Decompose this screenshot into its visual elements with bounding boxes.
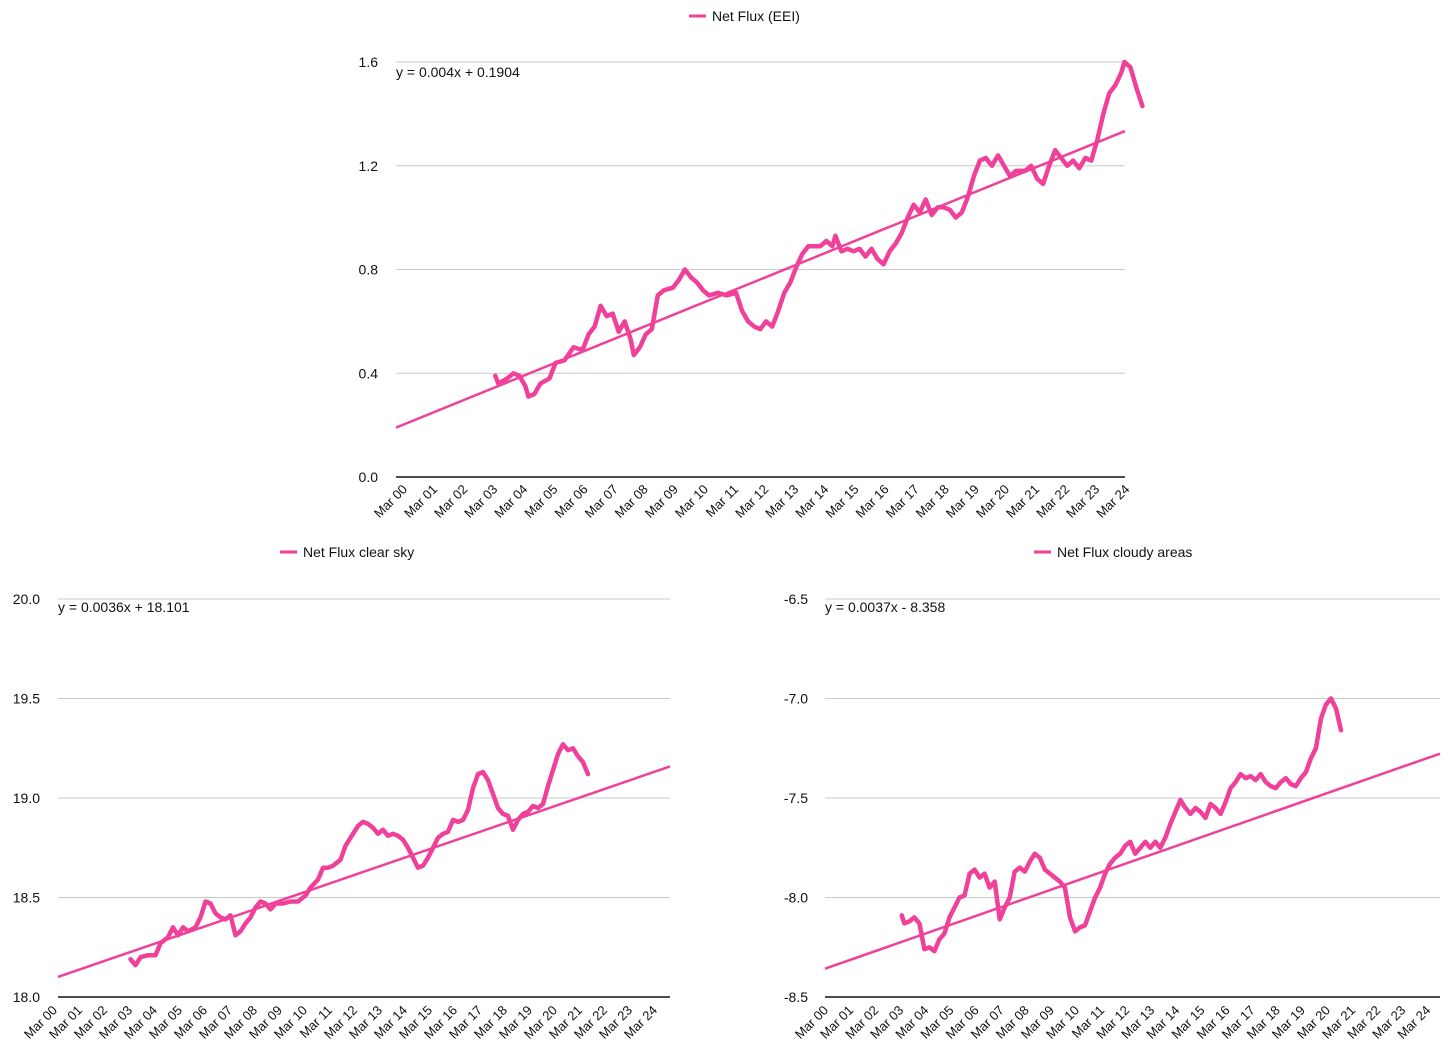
x-tick-label: Mar 23 xyxy=(1063,482,1102,521)
series-line-cloudy xyxy=(899,696,1344,954)
x-tick-label: Mar 05 xyxy=(521,482,560,521)
x-tick-label: Mar 18 xyxy=(913,482,952,521)
y-tick-label: -7.0 xyxy=(784,691,808,707)
x-tick-label: Mar 07 xyxy=(582,482,621,521)
trend-equation-cloudy: y = 0.0037x - 8.358 xyxy=(825,599,945,615)
y-tick-label: 0.8 xyxy=(359,262,379,278)
x-tick-label: Mar 04 xyxy=(491,482,530,521)
x-tick-label: Mar 02 xyxy=(431,482,470,521)
x-tick-label: Mar 06 xyxy=(551,482,590,521)
y-tick-label: 18.5 xyxy=(13,890,40,906)
y-tick-label: 0.4 xyxy=(359,365,379,381)
y-axis-ticks: 0.0 0.4 0.8 1.2 1.6 xyxy=(359,54,379,485)
y-tick-label: -8.5 xyxy=(784,989,808,1005)
net-flux-cloudy-areas-chart: Net Flux cloudy areas y = 0.0037x - 8.35… xyxy=(784,544,1441,1042)
series-line-eei xyxy=(493,59,1145,399)
y-tick-label: -6.5 xyxy=(784,591,808,607)
x-tick-label: Mar 21 xyxy=(1003,482,1042,521)
x-tick-label: Mar 22 xyxy=(1033,482,1072,521)
trendline xyxy=(395,129,1126,429)
trendline xyxy=(824,752,1441,970)
gridlines xyxy=(825,598,1440,998)
y-axis-ticks: 18.0 18.5 19.0 19.5 20.0 xyxy=(13,591,40,1005)
x-tick-label: Mar 03 xyxy=(461,482,500,521)
gridlines xyxy=(58,598,670,998)
y-tick-label: 19.0 xyxy=(13,790,40,806)
x-tick-label: Mar 12 xyxy=(732,482,771,521)
net-flux-eei-chart: Net Flux (EEI) y = 0.004x + 0.1904 0.00.… xyxy=(359,8,1145,521)
x-tick-label: Mar 15 xyxy=(822,482,861,521)
x-tick-label: Mar 24 xyxy=(1093,482,1132,521)
x-tick-label: Mar 08 xyxy=(612,482,651,521)
x-tick-label: Mar 14 xyxy=(792,482,831,521)
x-tick-label: Mar 01 xyxy=(401,482,440,521)
x-tick-label: Mar 20 xyxy=(973,482,1012,521)
y-tick-label: 1.6 xyxy=(359,54,379,70)
x-tick-label: Mar 19 xyxy=(943,482,982,521)
y-tick-label: -7.5 xyxy=(784,790,808,806)
x-tick-label: Mar 16 xyxy=(852,482,891,521)
x-tick-label: Mar 13 xyxy=(762,482,801,521)
x-tick-label: Mar 10 xyxy=(672,482,711,521)
y-tick-label: 20.0 xyxy=(13,591,40,607)
legend-label-clear-sky: Net Flux clear sky xyxy=(303,544,414,560)
y-tick-label: -8.0 xyxy=(784,890,808,906)
x-tick-label: Mar 00 xyxy=(371,482,410,521)
series-line-clear-sky xyxy=(128,742,591,968)
trend-equation-eei: y = 0.004x + 0.1904 xyxy=(396,64,520,80)
y-tick-label: 1.2 xyxy=(359,158,379,174)
y-axis-ticks: -8.5 -8.0 -7.5 -7.0 -6.5 xyxy=(784,591,808,1005)
legend-label-cloudy: Net Flux cloudy areas xyxy=(1057,544,1192,560)
gridlines xyxy=(396,61,1125,478)
y-tick-label: 19.5 xyxy=(13,691,40,707)
trend-equation-clear-sky: y = 0.0036x + 18.101 xyxy=(58,599,190,615)
y-tick-label: 18.0 xyxy=(13,989,40,1005)
legend-label-eei: Net Flux (EEI) xyxy=(712,8,800,24)
y-tick-label: 0.0 xyxy=(359,469,379,485)
x-tick-label: Mar 09 xyxy=(642,482,681,521)
net-flux-clear-sky-chart: Net Flux clear sky y = 0.0036x + 18.101 … xyxy=(13,544,671,1042)
x-tick-label: Mar 17 xyxy=(883,482,922,521)
